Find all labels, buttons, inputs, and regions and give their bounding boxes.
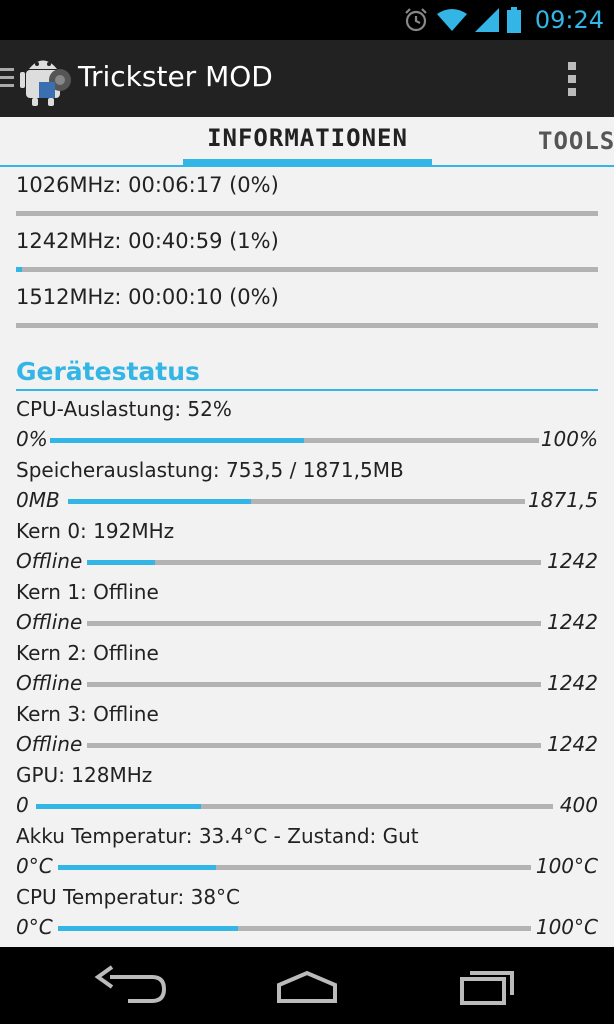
memory-usage-fill	[68, 499, 251, 504]
stat-max: 100°C	[535, 854, 598, 878]
stat-min: 0°C	[16, 915, 53, 939]
stat-max: 400	[559, 793, 598, 817]
cpu-usage-fill	[50, 438, 305, 443]
stat-min: 0%	[16, 427, 48, 451]
freq-progress-fill	[16, 267, 22, 272]
stat-max: 1242	[547, 732, 598, 756]
home-icon[interactable]	[267, 963, 347, 1007]
battery-icon	[506, 7, 521, 33]
status-bar: 09:24	[0, 0, 614, 40]
cpu-temperature-label: CPU Temperatur: 38°C	[16, 885, 241, 909]
gpu-label: GPU: 128MHz	[16, 763, 153, 787]
cpu-usage-label: CPU-Auslastung: 52%	[16, 397, 232, 421]
stat-max: 1242	[547, 610, 598, 634]
cpu-temperature-row: 0°C 100°C	[16, 915, 598, 941]
core-3-row: Offline 1242	[16, 732, 598, 758]
drawer-icon[interactable]	[0, 68, 14, 88]
core-0-label: Kern 0: 192MHz	[16, 519, 175, 543]
battery-temperature-label: Akku Temperatur: 33.4°C - Zustand: Gut	[16, 824, 419, 848]
stat-min: 0MB	[16, 488, 60, 512]
stat-min: 0	[16, 793, 29, 817]
stat-max: 1242	[547, 549, 598, 573]
freq-label: 1026MHz: 00:06:17 (0%)	[16, 173, 279, 197]
cpu-temperature-fill	[58, 926, 238, 931]
stat-max: 100°C	[535, 915, 598, 939]
freq-label: 1242MHz: 00:40:59 (1%)	[16, 229, 279, 253]
app-icon[interactable]	[20, 52, 74, 106]
freq-progress-bar	[16, 323, 598, 328]
app-title: Trickster MOD	[78, 60, 273, 93]
core-2-label: Kern 2: Offline	[16, 641, 159, 665]
battery-temperature-bar	[58, 865, 531, 870]
section-divider	[16, 389, 598, 391]
core-0-fill	[87, 560, 156, 565]
gpu-row: 0 400	[16, 793, 598, 819]
battery-temperature-fill	[58, 865, 216, 870]
freq-row: 1512MHz: 00:00:10 (0%)	[16, 285, 598, 328]
memory-usage-row: 0MB 1871,5	[16, 488, 598, 514]
core-2-row: Offline 1242	[16, 671, 598, 697]
stat-max: 100%	[540, 427, 598, 451]
back-icon[interactable]	[90, 963, 170, 1007]
battery-temperature-row: 0°C 100°C	[16, 854, 598, 880]
memory-usage-label: Speicherauslastung: 753,5 / 1871,5MB	[16, 458, 404, 482]
freq-progress-bar	[16, 267, 598, 272]
recents-icon[interactable]	[448, 963, 528, 1007]
content-scroll[interactable]: 1026MHz: 00:06:17 (0%) 1242MHz: 00:40:59…	[0, 169, 614, 947]
tab-informationen[interactable]: INFORMATIONEN	[183, 117, 432, 165]
stat-min: Offline	[16, 610, 83, 634]
section-title: Gerätestatus	[16, 357, 200, 386]
gpu-fill	[36, 804, 202, 809]
core-0-row: Offline 1242	[16, 549, 598, 575]
freq-label: 1512MHz: 00:00:10 (0%)	[16, 285, 279, 309]
core-0-bar	[87, 560, 541, 565]
memory-usage-bar	[68, 499, 525, 504]
core-3-bar	[87, 743, 541, 748]
stat-min: Offline	[16, 671, 83, 695]
stat-min: Offline	[16, 549, 83, 573]
stat-max: 1242	[547, 671, 598, 695]
cpu-usage-row: 0% 100%	[16, 427, 598, 453]
gpu-bar	[36, 804, 553, 809]
tab-bar: INFORMATIONEN TOOLS	[0, 117, 614, 167]
overflow-menu-icon[interactable]	[568, 62, 576, 96]
status-time: 09:24	[534, 6, 604, 34]
freq-progress-bar	[16, 211, 598, 216]
core-1-label: Kern 1: Offline	[16, 580, 159, 604]
navigation-bar	[0, 947, 614, 1024]
cpu-temperature-bar	[58, 926, 531, 931]
status-icons: 09:24	[403, 0, 604, 40]
signal-icon	[474, 8, 499, 32]
stat-min: 0°C	[16, 854, 53, 878]
cpu-usage-bar	[50, 438, 539, 443]
core-1-bar	[87, 621, 541, 626]
action-bar: Trickster MOD	[0, 40, 614, 117]
freq-row: 1242MHz: 00:40:59 (1%)	[16, 229, 598, 272]
stat-max: 1871,5	[528, 488, 598, 512]
stat-min: Offline	[16, 732, 83, 756]
alarm-icon	[405, 8, 427, 32]
core-3-label: Kern 3: Offline	[16, 702, 159, 726]
core-1-row: Offline 1242	[16, 610, 598, 636]
tab-tools[interactable]: TOOLS	[538, 127, 614, 155]
core-2-bar	[87, 682, 541, 687]
freq-row: 1026MHz: 00:06:17 (0%)	[16, 173, 598, 216]
wifi-icon	[436, 9, 467, 31]
